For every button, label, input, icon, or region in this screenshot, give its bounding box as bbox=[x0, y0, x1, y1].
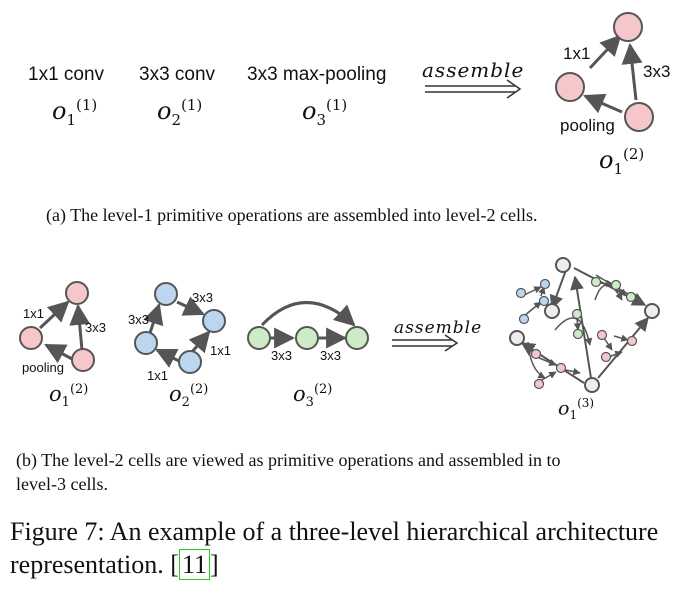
b3-edge-label-3x3-a: 3x3 bbox=[271, 348, 292, 363]
b1-edge-label-1x1: 1x1 bbox=[23, 306, 44, 321]
node bbox=[544, 303, 560, 319]
node bbox=[515, 287, 527, 299]
node bbox=[572, 328, 584, 340]
b2-edge-label-1x1-bottom: 1x1 bbox=[147, 368, 168, 383]
node bbox=[538, 295, 550, 307]
level2-cell-b3 bbox=[247, 301, 369, 350]
node bbox=[584, 377, 600, 393]
node bbox=[571, 308, 583, 320]
node bbox=[345, 326, 369, 350]
b2-edge-label-3x3-left: 3x3 bbox=[128, 312, 149, 327]
node bbox=[178, 350, 202, 374]
node bbox=[71, 348, 95, 372]
caption-a: (a) The level-1 primitive operations are… bbox=[46, 205, 538, 225]
op-label-3x3-conv: 3x3 conv bbox=[139, 64, 216, 85]
node bbox=[590, 276, 602, 288]
level2-cell-b1 bbox=[19, 281, 95, 372]
node bbox=[202, 309, 226, 333]
citation-link[interactable]: 11 bbox=[178, 549, 210, 580]
edge-label-1x1: 1x1 bbox=[563, 44, 591, 63]
cell-symbol-o1-3: o1(3) bbox=[558, 396, 595, 423]
op-label-3x3-max-pooling: 3x3 max-pooling bbox=[247, 64, 387, 85]
node bbox=[154, 282, 178, 306]
node bbox=[626, 335, 638, 347]
level2-cell-b2 bbox=[134, 282, 226, 374]
b1-edge-label-3x3: 3x3 bbox=[85, 320, 106, 335]
b1-edge-label-pooling: pooling bbox=[22, 360, 64, 375]
op-symbol-o2-1: o2(1) bbox=[157, 96, 203, 129]
node bbox=[295, 326, 319, 350]
cell-symbol-o1-2: o1(2) bbox=[599, 145, 645, 178]
node bbox=[518, 313, 530, 325]
caption-b-line2: level-3 cells. bbox=[16, 474, 108, 494]
level3-cell bbox=[509, 257, 660, 393]
assemble-label-b: assemble bbox=[394, 318, 483, 338]
op-label-1x1-conv: 1x1 conv bbox=[28, 64, 105, 85]
node bbox=[65, 281, 89, 305]
node bbox=[624, 102, 654, 132]
node bbox=[610, 279, 622, 291]
assemble-arrow-b bbox=[392, 334, 459, 352]
node bbox=[555, 257, 571, 273]
node bbox=[613, 12, 643, 42]
caption-b-line1: (b) The level-2 cells are viewed as prim… bbox=[16, 450, 561, 470]
b2-edge-label-1x1-right: 1x1 bbox=[210, 343, 231, 358]
assemble-label-a: assemble bbox=[422, 58, 525, 82]
node bbox=[644, 303, 660, 319]
node bbox=[539, 278, 551, 290]
node bbox=[533, 378, 545, 390]
level2-cell-a bbox=[555, 12, 654, 132]
assemble-arrow-a bbox=[425, 79, 522, 99]
cell-symbol-o1-2-b: o1(2) bbox=[49, 382, 89, 411]
b3-edge-label-3x3-b: 3x3 bbox=[320, 348, 341, 363]
edge-label-3x3: 3x3 bbox=[643, 62, 671, 81]
node bbox=[247, 326, 271, 350]
cell-symbol-o3-2: o3(2) bbox=[293, 382, 333, 411]
node bbox=[600, 351, 612, 363]
node bbox=[19, 326, 43, 350]
b2-edge-label-3x3-top: 3x3 bbox=[192, 290, 213, 305]
node bbox=[555, 362, 567, 374]
node bbox=[134, 331, 158, 355]
op-symbol-o1-1: o1(1) bbox=[52, 96, 98, 129]
node bbox=[596, 329, 608, 341]
node bbox=[530, 348, 542, 360]
node bbox=[625, 291, 637, 303]
figure-caption-line2: representation. [11] bbox=[10, 549, 219, 580]
node bbox=[509, 330, 525, 346]
op-symbol-o3-1: o3(1) bbox=[302, 96, 348, 129]
figure-caption-line1: Figure 7: An example of a three-level hi… bbox=[10, 517, 659, 546]
node bbox=[555, 72, 585, 102]
cell-symbol-o2-2: o2(2) bbox=[169, 382, 209, 411]
edge-label-pooling: pooling bbox=[560, 116, 615, 135]
